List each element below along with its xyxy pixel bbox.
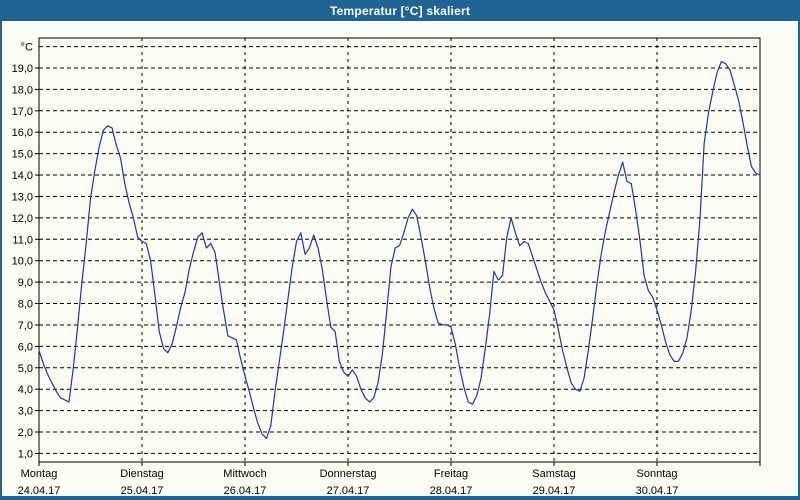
y-tick-label: 15,0 xyxy=(12,149,33,161)
x-day-name: Montag xyxy=(21,468,58,480)
x-day-name: Samstag xyxy=(532,468,575,480)
window-title: Temperatur [°C] skaliert xyxy=(329,3,471,18)
y-tick-label: 13,0 xyxy=(12,191,33,203)
temperature-series-line xyxy=(38,60,761,439)
y-tick-label: 2,0 xyxy=(18,427,33,439)
y-axis-unit-label: °C xyxy=(21,42,33,54)
x-day-name: Donnerstag xyxy=(320,468,377,480)
x-day-date: 26.04.17 xyxy=(224,485,267,496)
x-day-date: 24.04.17 xyxy=(18,485,61,496)
x-day-name: Mittwoch xyxy=(223,468,266,480)
x-day-date: 30.04.17 xyxy=(636,485,679,496)
y-tick-label: 7,0 xyxy=(18,320,33,332)
chart-panel: 1,0 2,0 3,0 4,0 5,0 6,0 7,0 8,0 9,0 10,0 11,0 12,0 1… xyxy=(2,21,798,496)
x-day-date: 29.04.17 xyxy=(533,485,576,496)
y-tick-label: 3,0 xyxy=(18,406,33,418)
x-day-name: Dienstag xyxy=(120,468,163,480)
y-tick-label: 14,0 xyxy=(12,170,33,182)
y-tick-label: 16,0 xyxy=(12,127,33,139)
y-tick-label: 12,0 xyxy=(12,213,33,225)
x-day-date: 28.04.17 xyxy=(430,485,473,496)
y-tick-label: 11,0 xyxy=(12,234,33,246)
y-tick-label: 10,0 xyxy=(12,256,33,268)
y-tick-label: 4,0 xyxy=(18,384,33,396)
y-tick-label: 17,0 xyxy=(12,106,33,118)
y-tick-label: 9,0 xyxy=(18,277,33,289)
temperature-chart-canvas: 1,0 2,0 3,0 4,0 5,0 6,0 7,0 8,0 9,0 10,0 11,0 12,0 1… xyxy=(12,37,761,496)
y-tick-label: 1,0 xyxy=(18,448,33,460)
x-day-name: Freitag xyxy=(434,468,468,480)
y-tick-label: 18,0 xyxy=(12,84,33,96)
y-tick-label: 19,0 xyxy=(12,63,33,75)
plot-frame xyxy=(38,37,761,463)
x-day-date: 25.04.17 xyxy=(121,485,164,496)
x-day-date: 27.04.17 xyxy=(327,485,370,496)
y-tick-label: 6,0 xyxy=(18,341,33,353)
y-tick-label: 5,0 xyxy=(18,363,33,375)
window-titlebar: Temperatur [°C] skaliert xyxy=(0,0,800,21)
y-tick-label: 8,0 xyxy=(18,299,33,311)
x-day-name: Sonntag xyxy=(637,468,678,480)
